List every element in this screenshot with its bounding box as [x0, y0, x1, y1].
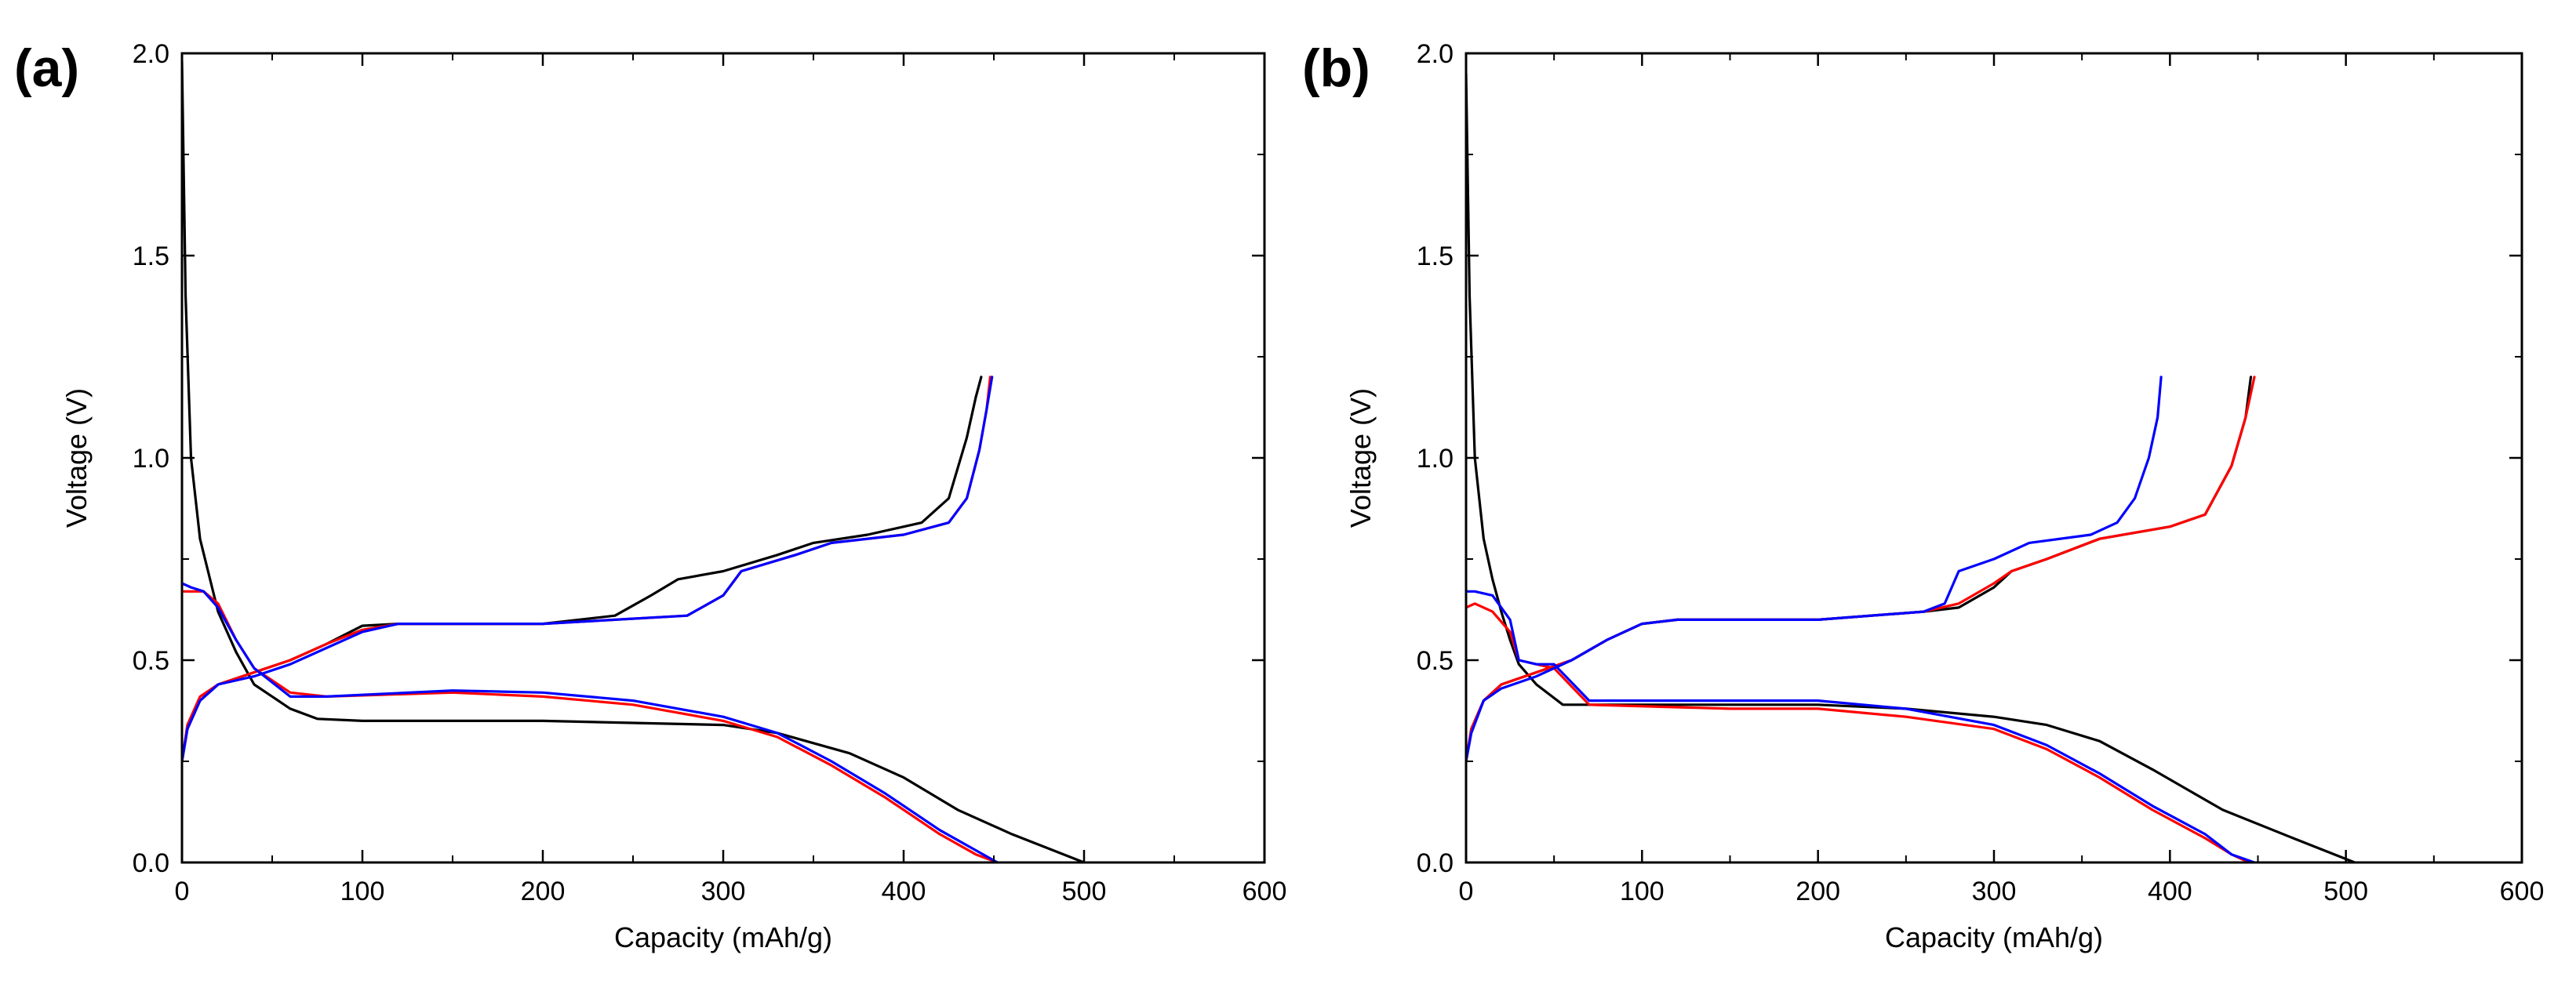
y-tick-label-a: 0.0	[133, 848, 169, 878]
series-discharge-red-b	[1466, 602, 2250, 862]
series-charge-blue-b	[1466, 376, 2163, 763]
series-discharge-black-b	[1466, 72, 2356, 862]
x-tick-label-a: 400	[882, 877, 926, 906]
x-tick-label-b: 200	[1796, 877, 1840, 906]
panel-label-a: (a)	[14, 38, 79, 98]
series-discharge-red-a	[182, 590, 999, 862]
y-tick-label-b: 1.0	[1417, 444, 1454, 474]
x-tick-label-a: 500	[1062, 877, 1107, 906]
x-tick-label-b: 0	[1459, 877, 1474, 906]
series-discharge-blue-a	[182, 582, 999, 862]
series-charge-red-a	[182, 376, 992, 763]
series-charge-black-a	[182, 376, 983, 763]
y-tick-label-a: 1.5	[133, 241, 169, 271]
series-discharge-black-a	[182, 60, 1086, 862]
x-tick-label-a: 300	[701, 877, 746, 906]
y-tick-label-a: 0.5	[133, 646, 169, 676]
x-tick-label-b: 100	[1620, 877, 1665, 906]
series-group-a	[182, 60, 1086, 862]
x-axis-title-a: Capacity (mAh/g)	[614, 921, 832, 953]
x-axis-title-b: Capacity (mAh/g)	[1885, 921, 2103, 953]
x-tick-label-a: 200	[521, 877, 566, 906]
x-tick-label-b: 500	[2323, 877, 2368, 906]
plot-frame-a	[180, 52, 1266, 864]
y-tick-label-b: 0.0	[1417, 848, 1454, 878]
y-tick-label-b: 0.5	[1417, 646, 1454, 676]
panel-b-chart: (b) 0 100 200 300 400 500 600 0.0 0.5 1.0 1.5 2.0 Cap…	[1302, 38, 2544, 953]
plot-frame-b	[1464, 52, 2523, 864]
y-axis-title-a: Voltage (V)	[60, 388, 93, 528]
x-tick-label-b: 400	[2148, 877, 2192, 906]
x-tick-label-b: 300	[1972, 877, 2017, 906]
y-axis-title-b: Voltage (V)	[1344, 388, 1377, 528]
x-tick-label-a: 600	[1243, 877, 1287, 906]
x-tick-label-a: 0	[175, 877, 190, 906]
x-tick-label-b: 600	[2500, 877, 2545, 906]
y-tick-label-a: 1.0	[133, 444, 169, 474]
panel-a-chart: (a) 0 100 200 300 400 500 600 0.0 0.5 1.0 1.5 2.0 Cap…	[14, 38, 1286, 953]
y-tick-label-b: 1.5	[1417, 241, 1454, 271]
series-discharge-blue-b	[1466, 590, 2256, 862]
series-group-b	[1466, 72, 2356, 862]
y-tick-label-a: 2.0	[133, 39, 169, 69]
y-tick-label-b: 2.0	[1417, 39, 1454, 69]
x-tick-label-a: 100	[340, 877, 385, 906]
series-charge-blue-a	[182, 376, 994, 763]
panel-label-b: (b)	[1302, 38, 1370, 98]
